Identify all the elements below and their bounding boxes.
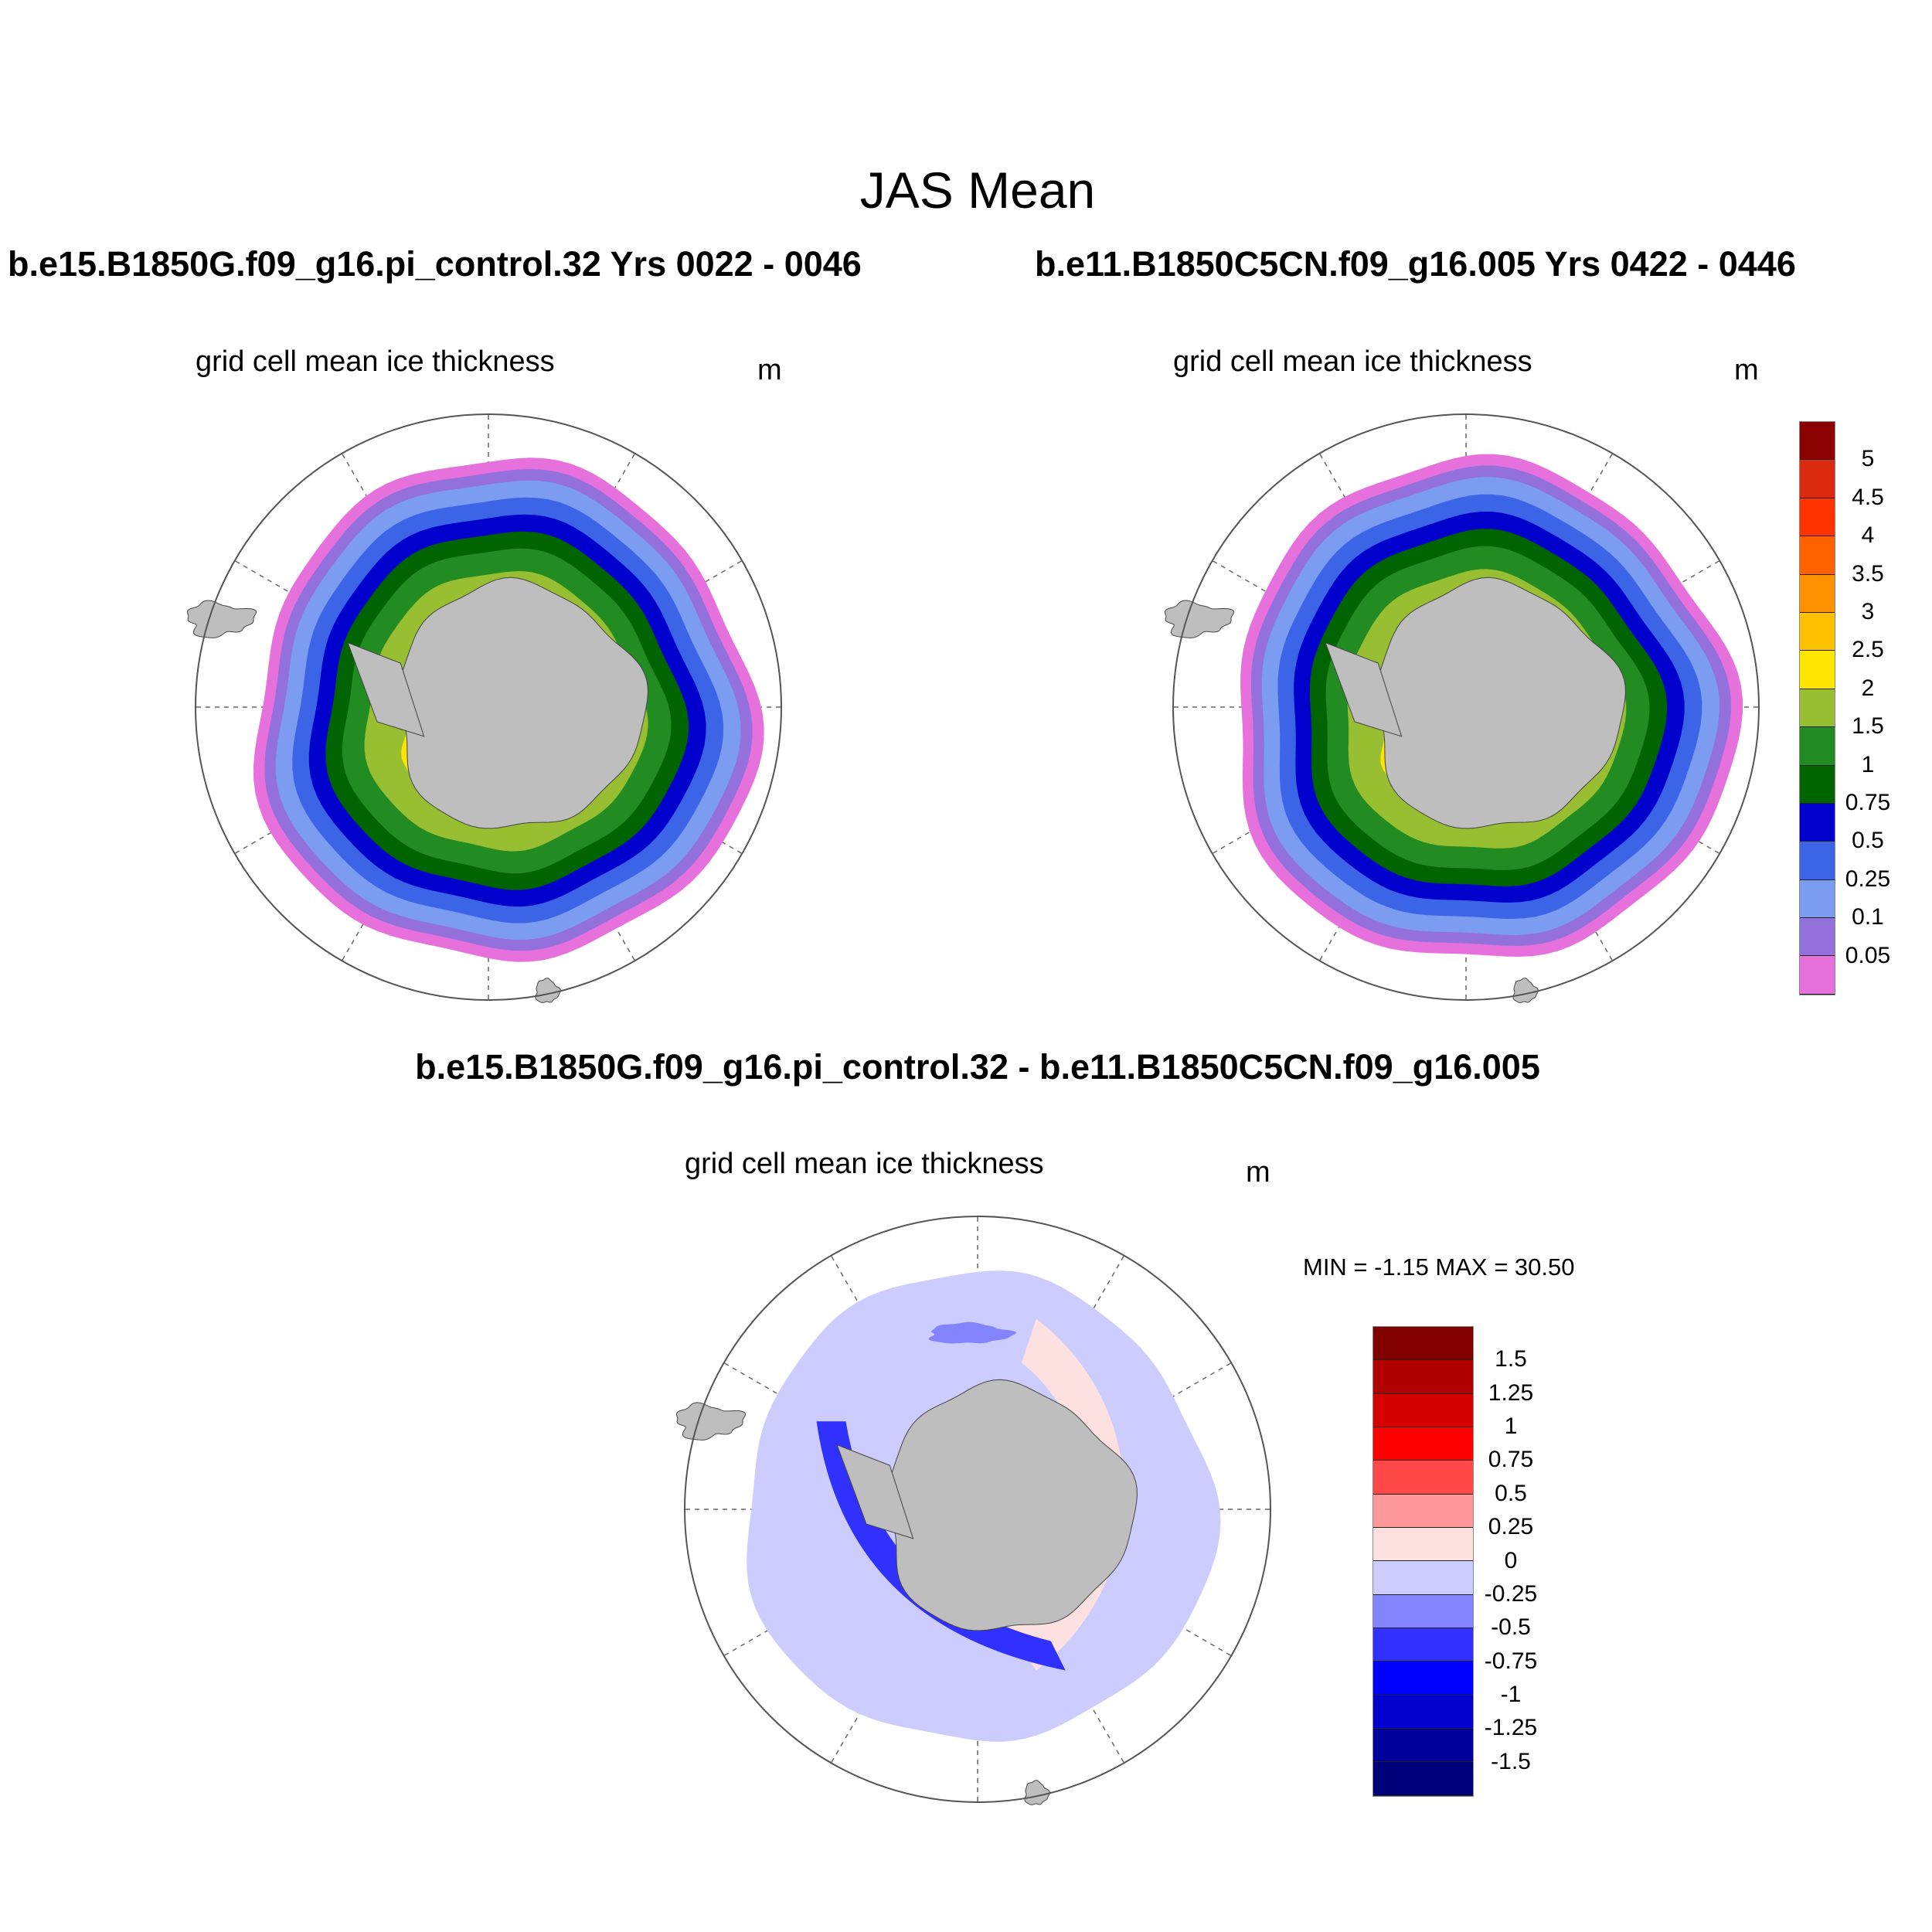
south-america-tip <box>186 600 257 638</box>
colorbar-label: 1.5 <box>1495 1346 1527 1372</box>
colorbar-thickness <box>1799 421 1835 995</box>
colorbar-box <box>1800 918 1835 957</box>
colorbar-box <box>1800 422 1835 461</box>
colorbar-label: 3 <box>1861 599 1875 624</box>
colorbar-label: -0.25 <box>1484 1580 1538 1607</box>
antarctic-peninsula <box>347 641 425 737</box>
colorbar-difference <box>1372 1326 1474 1797</box>
panel-1-unit: m <box>757 354 782 386</box>
panel-3-variable: grid cell mean ice thickness <box>685 1148 1044 1180</box>
colorbar-label: 0.25 <box>1488 1514 1534 1540</box>
new-zealand-land <box>535 978 561 1003</box>
colorbar-label: 1 <box>1504 1413 1518 1440</box>
main-title: JAS Mean <box>859 162 1096 219</box>
colorbar-label: 1 <box>1861 751 1875 777</box>
colorbar-label: 2 <box>1861 675 1875 701</box>
colorbar-box <box>1373 1695 1473 1730</box>
colorbar-label: -1 <box>1500 1681 1522 1707</box>
colorbar-box <box>1800 612 1835 651</box>
colorbar-box <box>1373 1561 1473 1595</box>
colorbar-box <box>1800 879 1835 919</box>
colorbar-label: 3.5 <box>1852 560 1884 587</box>
colorbar-box <box>1800 689 1835 728</box>
colorbar-box <box>1373 1393 1473 1428</box>
colorbar-box <box>1800 727 1835 766</box>
panel-2-unit: m <box>1734 354 1759 386</box>
colorbar-box <box>1373 1494 1473 1529</box>
panel-2-variable: grid cell mean ice thickness <box>1173 345 1532 378</box>
colorbar-label: -0.75 <box>1484 1648 1538 1674</box>
antarctic-peninsula <box>836 1444 914 1539</box>
colorbar-box <box>1800 574 1835 613</box>
colorbar-box <box>1800 498 1835 537</box>
colorbar-box <box>1373 1628 1473 1662</box>
colorbar-label: 0 <box>1504 1547 1518 1573</box>
south-america-tip <box>675 1402 747 1440</box>
panel-3-subtitle: b.e15.B1850G.f09_g16.pi_control.32 - b.e… <box>415 1047 1540 1087</box>
colorbar-label: 1.5 <box>1852 713 1884 740</box>
colorbar-label: 2.5 <box>1852 637 1884 663</box>
map-boundary <box>1172 413 1760 1001</box>
colorbar-box <box>1373 1729 1473 1763</box>
colorbar-label: 0.1 <box>1852 904 1884 930</box>
colorbar-box <box>1800 460 1835 498</box>
colorbar-label: 0.75 <box>1488 1447 1534 1473</box>
colorbar-box <box>1373 1360 1473 1394</box>
colorbar-box <box>1373 1762 1473 1796</box>
colorbar-label: -1.5 <box>1491 1748 1531 1774</box>
panel-1-variable: grid cell mean ice thickness <box>196 345 555 378</box>
colorbar-box <box>1373 1327 1473 1361</box>
colorbar-box <box>1800 651 1835 689</box>
colorbar-box <box>1800 842 1835 880</box>
colorbar-label: 0.05 <box>1845 942 1891 968</box>
colorbar-label: 5 <box>1861 446 1875 472</box>
panel-2-subtitle: b.e11.B1850C5CN.f09_g16.005 Yrs 0422 - 0… <box>1035 244 1796 284</box>
map-boundary <box>684 1216 1271 1803</box>
panel-3-unit: m <box>1246 1156 1270 1189</box>
colorbar-box <box>1800 803 1835 842</box>
map-boundary <box>195 413 782 1001</box>
colorbar-box <box>1373 1594 1473 1629</box>
moderate-negative-patch <box>928 1321 1016 1344</box>
colorbar-label: -0.5 <box>1491 1614 1531 1641</box>
min-max-label: MIN = -1.15 MAX = 30.50 <box>1303 1253 1575 1281</box>
new-zealand-land <box>1512 978 1539 1003</box>
panel-1-subtitle: b.e15.B1850G.f09_g16.pi_control.32 Yrs 0… <box>8 244 862 284</box>
colorbar-label: 4 <box>1861 522 1875 549</box>
antarctic-peninsula <box>1325 641 1403 737</box>
colorbar-label: 1.25 <box>1488 1379 1534 1406</box>
colorbar-box <box>1373 1427 1473 1461</box>
colorbar-box <box>1373 1461 1473 1495</box>
colorbar-box <box>1800 536 1835 575</box>
colorbar-label: 4.5 <box>1852 484 1884 510</box>
colorbar-box <box>1373 1528 1473 1562</box>
colorbar-box <box>1800 765 1835 804</box>
south-america-tip <box>1164 600 1235 638</box>
colorbar-label: 0.25 <box>1845 866 1891 892</box>
colorbar-label: 0.5 <box>1852 828 1884 854</box>
colorbar-label: 0.75 <box>1845 790 1891 815</box>
colorbar-box <box>1800 956 1835 995</box>
new-zealand-land <box>1024 1780 1050 1805</box>
colorbar-label: -1.25 <box>1484 1715 1538 1741</box>
colorbar-label: 0.5 <box>1495 1480 1527 1506</box>
colorbar-box <box>1373 1662 1473 1696</box>
